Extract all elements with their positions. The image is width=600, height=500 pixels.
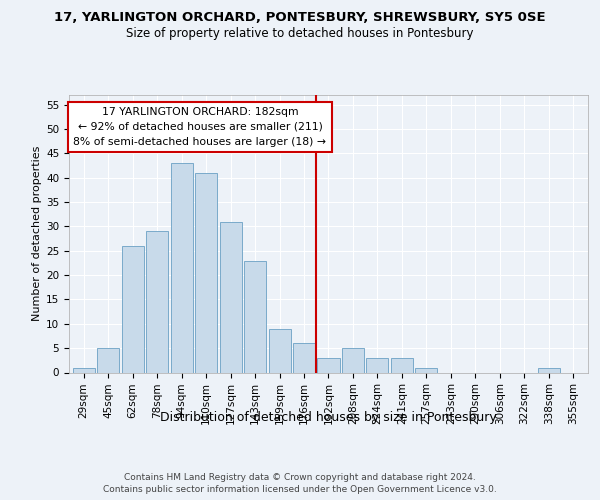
Bar (97, 348, 119, 372)
Text: Contains HM Land Registry data © Crown copyright and database right 2024.: Contains HM Land Registry data © Crown c… (124, 472, 476, 482)
Bar (293, 344, 315, 372)
Text: Distribution of detached houses by size in Pontesbury: Distribution of detached houses by size … (160, 411, 497, 424)
Bar (244, 260, 266, 372)
Text: Contains public sector information licensed under the Open Government Licence v3: Contains public sector information licen… (103, 485, 497, 494)
Bar (342, 348, 364, 372)
Bar (220, 222, 242, 372)
Bar (170, 163, 193, 372)
Bar (317, 358, 340, 372)
Bar (391, 358, 413, 372)
Text: 17, YARLINGTON ORCHARD, PONTESBURY, SHREWSBURY, SY5 0SE: 17, YARLINGTON ORCHARD, PONTESBURY, SHRE… (54, 11, 546, 24)
Text: Size of property relative to detached houses in Pontesbury: Size of property relative to detached ho… (126, 28, 474, 40)
Bar (367, 358, 388, 372)
Bar (269, 328, 290, 372)
Bar (122, 246, 143, 372)
Bar (195, 173, 217, 372)
Text: 17 YARLINGTON ORCHARD: 182sqm
← 92% of detached houses are smaller (211)
8% of s: 17 YARLINGTON ORCHARD: 182sqm ← 92% of d… (73, 107, 326, 147)
Bar (538, 368, 560, 372)
Bar (415, 368, 437, 372)
Bar (146, 232, 168, 372)
Bar (73, 368, 95, 372)
Y-axis label: Number of detached properties: Number of detached properties (32, 146, 42, 322)
